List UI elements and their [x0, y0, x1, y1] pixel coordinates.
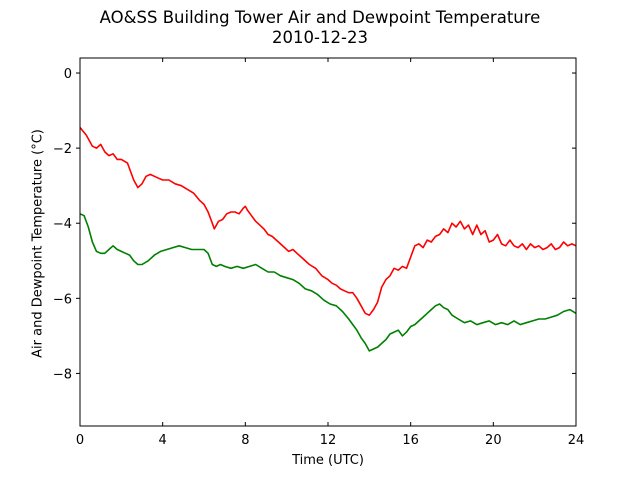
x-tick-label: 0	[76, 433, 84, 448]
chart-title: AO&SS Building Tower Air and Dewpoint Te…	[99, 8, 541, 27]
series-line-1	[79, 126, 577, 317]
x-tick-label: 20	[485, 433, 502, 448]
chart-subtitle: 2010-12-23	[272, 28, 368, 47]
x-tick-label: 4	[159, 433, 167, 448]
y-tick-label: −2	[53, 142, 72, 157]
x-tick-label: 12	[320, 433, 337, 448]
y-tick-label: 0	[64, 67, 72, 82]
y-tick-label: −8	[53, 367, 72, 382]
y-tick-label: −4	[53, 217, 72, 232]
x-tick-label: 16	[402, 433, 419, 448]
x-axis-label: Time (UTC)	[292, 453, 364, 468]
x-tick-label: 24	[568, 433, 585, 448]
series-line-2	[79, 213, 577, 352]
y-tick-label: −6	[53, 292, 72, 307]
x-tick-label: 8	[241, 433, 249, 448]
